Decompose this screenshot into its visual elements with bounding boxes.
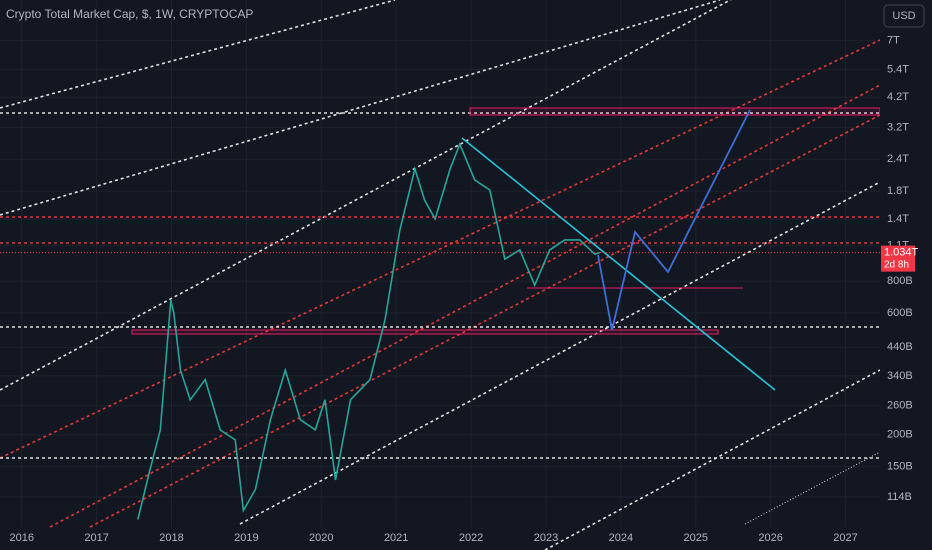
x-tick-label: 2024 <box>609 532 633 544</box>
x-tick-label: 2016 <box>9 532 33 544</box>
x-tick-label: 2021 <box>384 532 408 544</box>
y-tick-label: 1.8T <box>887 185 909 197</box>
x-tick-label: 2025 <box>684 532 708 544</box>
y-tick-label: 114B <box>887 491 912 503</box>
chart-title: Crypto Total Market Cap, $, 1W, CRYPTOCA… <box>6 7 253 21</box>
y-tick-label: 1.4T <box>887 213 909 225</box>
x-tick-label: 2018 <box>159 532 183 544</box>
channel-line <box>0 0 732 391</box>
countdown-label: 2d 8h <box>884 259 909 270</box>
red-channel <box>89 114 881 528</box>
channel-line <box>0 0 721 216</box>
price-tag <box>881 245 915 272</box>
zone <box>131 329 719 335</box>
y-tick-label: 340B <box>887 370 913 382</box>
red-channel <box>49 84 881 528</box>
price-plot <box>0 142 880 520</box>
y-tick-label: 7T <box>887 35 900 47</box>
red-channel <box>0 39 881 459</box>
currency-button[interactable] <box>883 4 925 28</box>
x-tick-label: 2020 <box>309 532 333 544</box>
x-tick-label: 2019 <box>234 532 258 544</box>
y-tick-label: 440B <box>887 341 913 353</box>
axes: 114B150B200B260B340B440B600B800B1.1T1.4T… <box>9 35 918 544</box>
y-tick-label: 600B <box>887 307 913 319</box>
grid <box>0 0 880 527</box>
x-tick-label: 2026 <box>758 532 782 544</box>
price-axis <box>880 0 932 550</box>
channel-line <box>239 181 881 525</box>
drawings <box>0 0 881 550</box>
zone <box>469 107 881 116</box>
y-tick-label: 3.2T <box>887 121 909 133</box>
x-tick-label: 2017 <box>84 532 108 544</box>
currency-label[interactable]: USD <box>892 10 915 22</box>
price-tag-label: 1.034T <box>884 247 919 259</box>
y-tick-label: 800B <box>887 275 913 287</box>
y-tick-label: 260B <box>887 400 913 412</box>
y-tick-label: 5.4T <box>887 63 909 75</box>
channel-line <box>0 0 396 109</box>
y-tick-label: 4.2T <box>887 91 909 103</box>
y-tick-label: 2.4T <box>887 153 909 165</box>
x-tick-label: 2023 <box>534 532 558 544</box>
x-tick-label: 2022 <box>459 532 483 544</box>
projection-arrow <box>597 109 751 331</box>
y-tick-label: 200B <box>887 429 913 441</box>
x-tick-label: 2027 <box>833 532 857 544</box>
trend-line <box>461 137 776 391</box>
price-line <box>137 142 601 520</box>
y-tick-label: 150B <box>887 461 913 473</box>
